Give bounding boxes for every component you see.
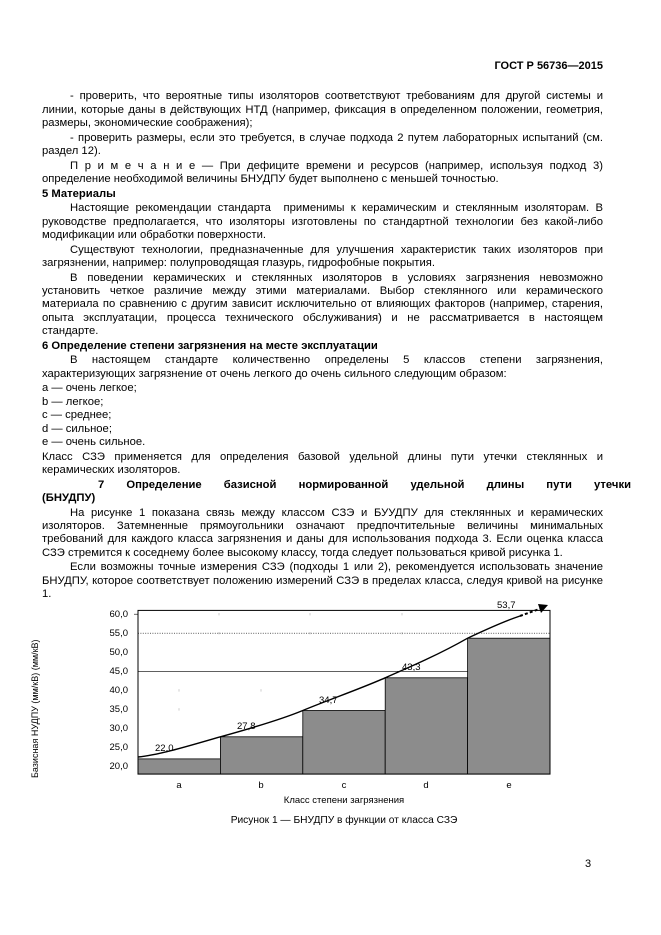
- svg-text:55,0: 55,0: [110, 628, 129, 639]
- svg-text:60,0: 60,0: [110, 609, 129, 620]
- svg-text:Рисунок 1 — БНУДПУ в функции о: Рисунок 1 — БНУДПУ в функции от класса С…: [231, 814, 458, 826]
- svg-text:35,0: 35,0: [110, 704, 129, 715]
- svg-text:45,0: 45,0: [110, 666, 129, 677]
- svg-text:b: b: [258, 780, 263, 791]
- svg-text:30,0: 30,0: [110, 723, 129, 734]
- svg-text:d: d: [423, 780, 428, 791]
- svg-text:c: c: [342, 780, 347, 791]
- svg-text:25,0: 25,0: [110, 742, 129, 753]
- svg-text:27,8: 27,8: [237, 721, 256, 732]
- svg-text:22,0: 22,0: [155, 743, 174, 754]
- svg-text:e: e: [506, 780, 511, 791]
- svg-text:53,7: 53,7: [497, 600, 516, 611]
- svg-text:20,0: 20,0: [110, 761, 129, 772]
- svg-text:Базисная НУДПУ (мм/кВ) (мм/кВ): Базисная НУДПУ (мм/кВ) (мм/кВ): [30, 639, 40, 778]
- svg-text:a: a: [176, 780, 182, 791]
- svg-text:40,0: 40,0: [110, 685, 129, 696]
- svg-text:Класс степени загрязнения: Класс степени загрязнения: [284, 795, 404, 806]
- svg-text:50,0: 50,0: [110, 647, 129, 658]
- svg-text:34,7: 34,7: [319, 695, 338, 706]
- svg-text:43,3: 43,3: [402, 662, 421, 673]
